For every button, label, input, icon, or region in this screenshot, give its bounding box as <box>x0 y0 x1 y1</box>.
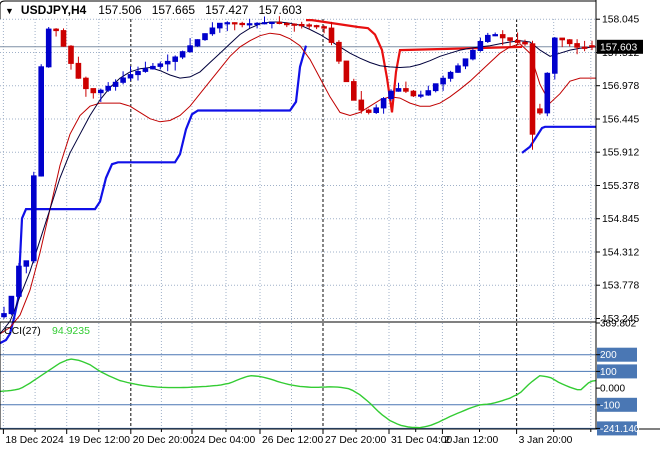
svg-text:2 Jan 12:00: 2 Jan 12:00 <box>444 435 498 446</box>
svg-text:27 Dec 20:00: 27 Dec 20:00 <box>325 435 387 446</box>
svg-text:156.445: 156.445 <box>602 115 639 126</box>
svg-text:31 Dec 04:00: 31 Dec 04:00 <box>391 435 453 446</box>
svg-text:3 Jan 20:00: 3 Jan 20:00 <box>519 435 573 446</box>
svg-text:-241.140: -241.140 <box>600 424 640 435</box>
svg-text:26 Dec 12:00: 26 Dec 12:00 <box>262 435 324 446</box>
svg-text:155.378: 155.378 <box>602 181 639 192</box>
svg-text:20 Dec 20:00: 20 Dec 20:00 <box>133 435 195 446</box>
svg-text:18 Dec 2024: 18 Dec 2024 <box>5 435 64 446</box>
svg-text:389.802: 389.802 <box>600 319 637 330</box>
svg-text:100: 100 <box>600 367 617 378</box>
svg-text:-100: -100 <box>600 400 620 411</box>
svg-text:154.845: 154.845 <box>602 214 639 225</box>
svg-text:156.978: 156.978 <box>602 81 639 92</box>
svg-text:0.000: 0.000 <box>600 384 625 395</box>
svg-text:CCI(27): CCI(27) <box>4 325 41 337</box>
svg-text:24 Dec 04:00: 24 Dec 04:00 <box>194 435 256 446</box>
svg-text:94.9235: 94.9235 <box>52 325 90 337</box>
svg-text:155.912: 155.912 <box>602 148 639 159</box>
svg-text:19 Dec 12:00: 19 Dec 12:00 <box>69 435 131 446</box>
svg-text:153.778: 153.778 <box>602 281 639 292</box>
svg-text:157.603: 157.603 <box>600 42 637 53</box>
svg-text:154.312: 154.312 <box>602 248 639 259</box>
svg-text:200: 200 <box>600 350 617 361</box>
